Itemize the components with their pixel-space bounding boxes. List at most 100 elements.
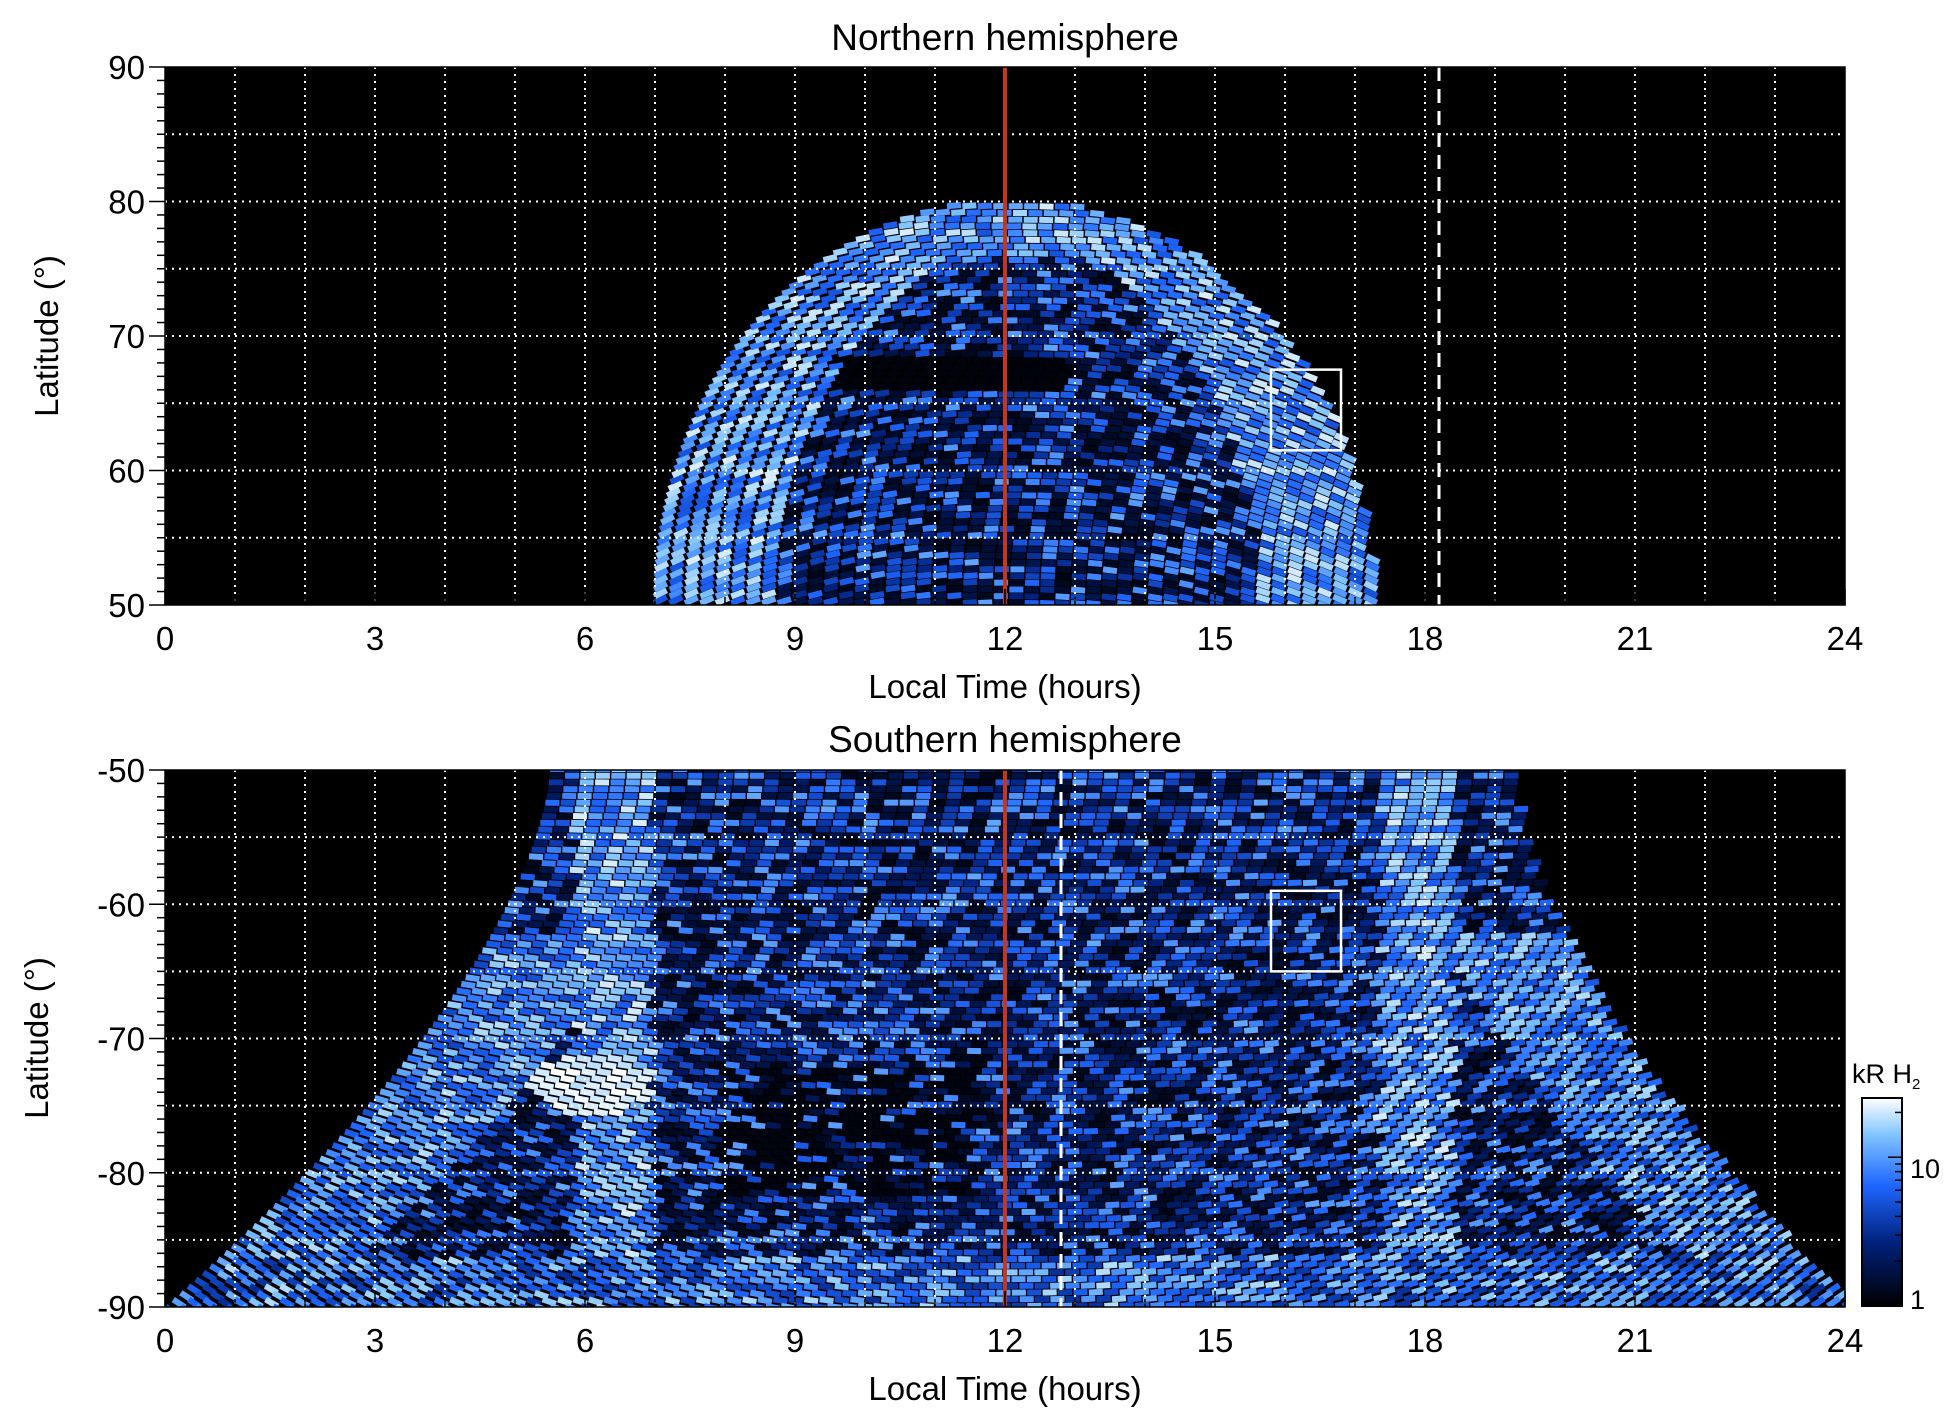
emission-cell: [1192, 886, 1207, 893]
emission-cell: [1279, 337, 1295, 349]
emission-cell: [1351, 906, 1366, 913]
emission-cell: [1028, 873, 1043, 880]
emission-cell: [953, 524, 968, 532]
emission-cell: [1023, 216, 1038, 223]
emission-cell: [1178, 966, 1193, 974]
emission-cell: [800, 866, 815, 874]
emission-cell: [817, 314, 833, 324]
emission-cell: [1114, 378, 1129, 386]
emission-cell: [1000, 980, 1015, 987]
emission-cell: [905, 423, 920, 432]
emission-cell: [786, 448, 802, 459]
emission-cell: [793, 913, 808, 921]
emission-cell: [1197, 344, 1213, 354]
emission-cell: [835, 375, 851, 385]
emission-cell: [855, 234, 871, 243]
emission-cell: [1235, 411, 1251, 422]
emission-cell: [1179, 371, 1195, 381]
emission-cell: [605, 806, 620, 813]
emission-cell: [1320, 539, 1337, 551]
emission-cell: [947, 913, 962, 920]
emission-cell: [1256, 939, 1271, 947]
emission-cell: [1070, 203, 1085, 211]
emission-cell: [930, 484, 946, 492]
emission-cell: [864, 503, 880, 512]
emission-cell: [1410, 785, 1425, 793]
emission-cell: [1135, 344, 1151, 353]
emission-cell: [1036, 283, 1051, 291]
emission-cell: [801, 381, 817, 391]
emission-cell: [733, 541, 749, 553]
emission-cell: [977, 437, 992, 445]
emission-cell: [1054, 216, 1069, 224]
emission-cell: [761, 595, 777, 605]
emission-cell: [1200, 899, 1216, 907]
emission-cell: [917, 558, 933, 566]
emission-cell: [1248, 512, 1264, 523]
emission-cell: [926, 504, 941, 512]
emission-cell: [1191, 853, 1206, 860]
emission-cell: [1006, 492, 1021, 499]
emission-cell: [1181, 472, 1197, 482]
emission-cell: [1208, 351, 1224, 361]
emission-cell: [878, 954, 893, 961]
emission-cell: [1419, 812, 1435, 819]
emission-cell: [1034, 250, 1049, 257]
emission-cell: [1098, 492, 1114, 500]
emission-cell: [1210, 786, 1225, 793]
emission-cell: [1332, 573, 1349, 585]
emission-cell: [1090, 539, 1105, 547]
emission-cell: [901, 234, 917, 243]
emission-cell: [855, 570, 870, 580]
emission-cell: [809, 394, 825, 405]
emission-cell: [797, 529, 813, 539]
emission-cell: [1044, 933, 1059, 940]
emission-cell: [1293, 899, 1308, 907]
emission-cell: [673, 460, 689, 472]
emission-cell: [810, 779, 825, 786]
emission-cell: [1091, 364, 1107, 373]
emission-cell: [591, 886, 606, 894]
emission-cell: [903, 987, 918, 994]
emission-cell: [1037, 378, 1052, 385]
emission-cell: [840, 940, 855, 948]
emission-cell: [1092, 826, 1107, 833]
emission-cell: [1083, 297, 1099, 305]
emission-cell: [1217, 384, 1234, 395]
emission-cell: [940, 336, 955, 344]
emission-cell: [1055, 593, 1070, 601]
emission-cell: [1244, 832, 1259, 840]
emission-cell: [865, 496, 881, 506]
emission-cell: [1184, 980, 1199, 987]
emission-cell: [886, 786, 901, 793]
emission-cell: [725, 407, 741, 418]
emission-cell: [788, 860, 803, 867]
emission-cell: [1308, 519, 1324, 531]
emission-cell: [1199, 364, 1215, 374]
emission-cell: [1228, 906, 1243, 913]
emission-cell: [853, 799, 868, 806]
emission-cell: [728, 806, 743, 813]
emission-cell: [1031, 866, 1046, 873]
emission-cell: [674, 873, 689, 881]
emission-cell: [1044, 277, 1059, 284]
emission-cell: [1087, 879, 1102, 887]
emission-cell: [868, 328, 884, 337]
emission-cell: [983, 364, 998, 371]
emission-cell: [770, 1000, 786, 1008]
emission-cell: [948, 940, 963, 947]
emission-cell: [1290, 832, 1305, 840]
emission-cell: [894, 450, 910, 459]
emission-cell: [739, 447, 756, 459]
emission-cell: [781, 907, 797, 914]
emission-cell: [1069, 351, 1085, 359]
emission-cell: [658, 907, 673, 914]
emission-cell: [943, 497, 958, 506]
emission-cell: [1151, 539, 1167, 548]
emission-cell: [826, 779, 841, 786]
emission-cell: [1163, 593, 1178, 602]
emission-cell: [1380, 779, 1395, 786]
emission-cell: [953, 303, 969, 311]
emission-cell: [1154, 519, 1170, 528]
emission-cell: [1136, 906, 1151, 913]
